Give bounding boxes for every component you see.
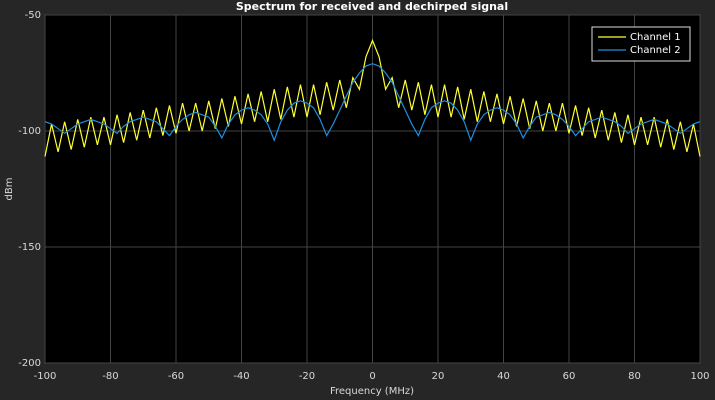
- x-tick-label: -60: [168, 371, 184, 382]
- x-tick-label: 60: [563, 371, 576, 382]
- x-tick-label: 0: [369, 371, 375, 382]
- x-axis-label: Frequency (MHz): [330, 386, 414, 397]
- legend-label: Channel 2: [630, 45, 681, 56]
- y-tick-label: -100: [18, 126, 41, 137]
- y-tick-label: -150: [18, 242, 41, 253]
- chart-title: Spectrum for received and dechirped sign…: [236, 0, 508, 13]
- x-tick-label: -40: [233, 371, 249, 382]
- x-tick-label: -80: [102, 371, 118, 382]
- series-line: [44, 63, 701, 142]
- x-tick-label: 80: [628, 371, 641, 382]
- series-line: [44, 38, 701, 157]
- x-tick-label: -100: [34, 371, 57, 382]
- x-tick-label: -20: [299, 371, 315, 382]
- y-tick-label: -200: [18, 358, 41, 369]
- legend-label: Channel 1: [630, 32, 681, 43]
- y-axis-label: dBm: [4, 178, 15, 201]
- x-tick-label: 40: [497, 371, 510, 382]
- legend-box: [591, 26, 691, 62]
- x-tick-label: 100: [690, 371, 709, 382]
- y-tick-label: -50: [25, 10, 41, 21]
- x-tick-label: 20: [432, 371, 445, 382]
